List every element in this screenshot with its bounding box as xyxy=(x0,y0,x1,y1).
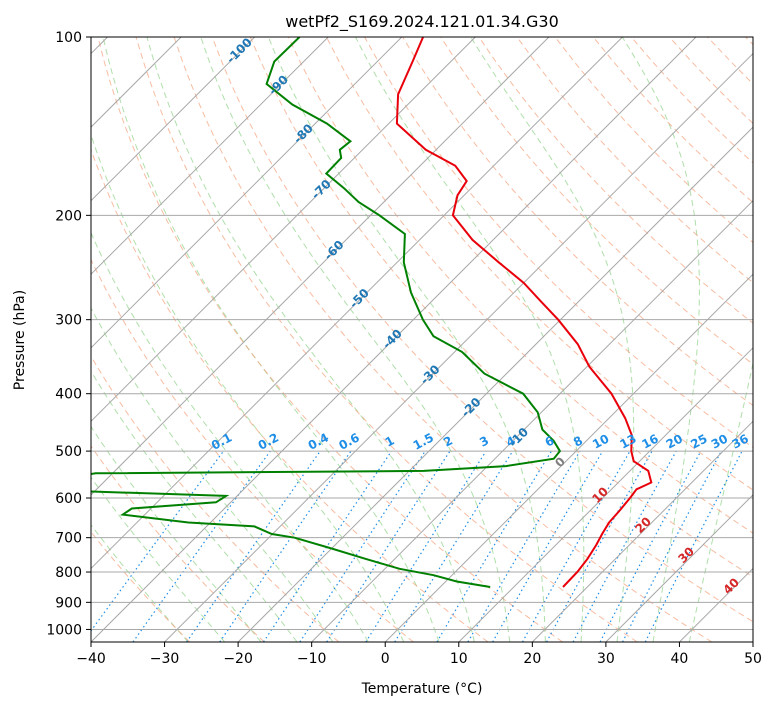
plot-area: 0.1 0.2 0.4 0.6 1 1.5 2 3 4 6 8 10 13 16 20 25 30 36-100-… xyxy=(91,37,753,642)
mixing-ratio-line xyxy=(186,450,321,642)
moist-adiabat-line xyxy=(91,524,189,642)
y-tick-label: 1000 xyxy=(46,622,82,638)
y-tick-label: 100 xyxy=(55,30,82,46)
isotherm-line xyxy=(91,37,550,496)
mixing-ratio-line xyxy=(365,450,487,642)
isotherm-line xyxy=(91,37,329,275)
dry-adiabat-line xyxy=(287,37,753,534)
x-tick-label: −20 xyxy=(223,651,253,667)
plot-frame xyxy=(90,36,754,643)
moist-adiabat-line xyxy=(200,37,511,642)
moist-adiabat-line xyxy=(621,37,700,642)
isotherm-line xyxy=(164,52,753,642)
y-tick-label: 400 xyxy=(55,387,82,403)
mixing-ratio-label: 30 xyxy=(709,431,730,451)
isotherm-line xyxy=(91,37,256,202)
mixing-ratio-line xyxy=(219,450,352,642)
dry-adiabat-line xyxy=(249,37,753,578)
mixing-ratio-label: 16 xyxy=(640,431,661,451)
isotherm-line xyxy=(91,37,476,423)
dry-adiabat-line xyxy=(326,37,753,491)
y-axis-ticks: 100 200 300 400 500 600 700 800 900 1000 xyxy=(46,30,91,638)
mixing-ratio-line xyxy=(436,450,553,642)
moist-adiabat-line xyxy=(267,37,546,642)
dry-adiabat-line xyxy=(91,445,265,642)
moist-adiabat-line xyxy=(470,37,635,642)
y-tick-label: 500 xyxy=(55,444,82,460)
x-tick-label: 30 xyxy=(597,651,615,667)
x-tick-label: 20 xyxy=(523,651,541,667)
dry-adiabat-line xyxy=(211,37,753,623)
x-tick-label: 40 xyxy=(671,651,689,667)
dry-adiabat-line xyxy=(135,37,638,642)
dry-adiabats xyxy=(91,37,753,642)
y-tick-label: 700 xyxy=(55,531,82,547)
mixing-ratio-label: 13 xyxy=(617,431,638,451)
mixing-ratio-line xyxy=(299,450,426,642)
dry-adiabat-line xyxy=(97,37,563,642)
isotherm-line xyxy=(311,199,753,642)
mixing-ratio-line xyxy=(572,450,677,642)
x-axis-ticks: −40 −30 −20 −10 0 10 20 30 40 50 xyxy=(76,642,762,667)
moist-adiabat-line xyxy=(91,370,298,642)
x-tick-label: 50 xyxy=(744,651,762,667)
dry-adiabat-line xyxy=(91,258,414,642)
moist-adiabat-line xyxy=(91,476,226,642)
isotherm-gridlines xyxy=(91,37,753,642)
x-tick-label: −30 xyxy=(150,651,180,667)
isotherm-line xyxy=(458,347,753,642)
y-tick-label: 900 xyxy=(55,595,82,611)
isotherm-line xyxy=(237,126,753,642)
moist-adiabat-line xyxy=(91,133,405,642)
mixing-ratio-label: 10 xyxy=(590,431,611,451)
y-tick-label: 300 xyxy=(55,313,82,329)
moist-adiabat-line xyxy=(102,37,440,642)
chart-title: wetPf2_S169.2024.121.01.34.G30 xyxy=(285,12,559,32)
y-tick-label: 800 xyxy=(55,565,82,581)
isotherm-line xyxy=(91,37,403,349)
moist-adiabat-line xyxy=(91,307,334,642)
moist-adiabats xyxy=(91,37,753,642)
moist-adiabat-line xyxy=(91,425,262,642)
isotherm-line xyxy=(91,37,623,570)
mixing-ratio-lines xyxy=(91,450,743,642)
moist-adiabat-line xyxy=(355,37,585,642)
y-tick-label: 600 xyxy=(55,491,82,507)
isotherm-line xyxy=(531,420,753,642)
x-tick-label: −10 xyxy=(297,651,327,667)
isotherm-line xyxy=(91,37,697,642)
mixing-ratio-line xyxy=(599,450,702,642)
y-axis-label: Pressure (hPa) xyxy=(12,290,28,390)
mixing-ratio-line xyxy=(326,450,451,642)
mixing-ratio-line xyxy=(467,450,581,642)
isotherm-line xyxy=(384,273,753,642)
x-axis-label: Temperature (°C) xyxy=(361,681,483,697)
temperature-line xyxy=(395,37,653,588)
x-tick-label: −40 xyxy=(76,651,106,667)
x-tick-label: 10 xyxy=(450,651,468,667)
moist-adiabat-line xyxy=(146,37,475,642)
dewpoint-line xyxy=(91,37,562,588)
mixing-ratio-label: 25 xyxy=(688,431,709,451)
moist-adiabat-line xyxy=(688,360,753,642)
x-tick-label: 0 xyxy=(381,651,390,667)
y-tick-label: 200 xyxy=(55,208,82,224)
mixing-ratio-line xyxy=(132,450,271,642)
mixing-ratio-label: 36 xyxy=(730,431,751,451)
isotherm-line xyxy=(605,494,753,642)
mixing-ratio-label: 20 xyxy=(664,431,685,451)
dry-adiabat-line xyxy=(173,37,713,642)
mixing-ratio-line xyxy=(262,450,392,642)
profile-lines xyxy=(91,37,653,588)
